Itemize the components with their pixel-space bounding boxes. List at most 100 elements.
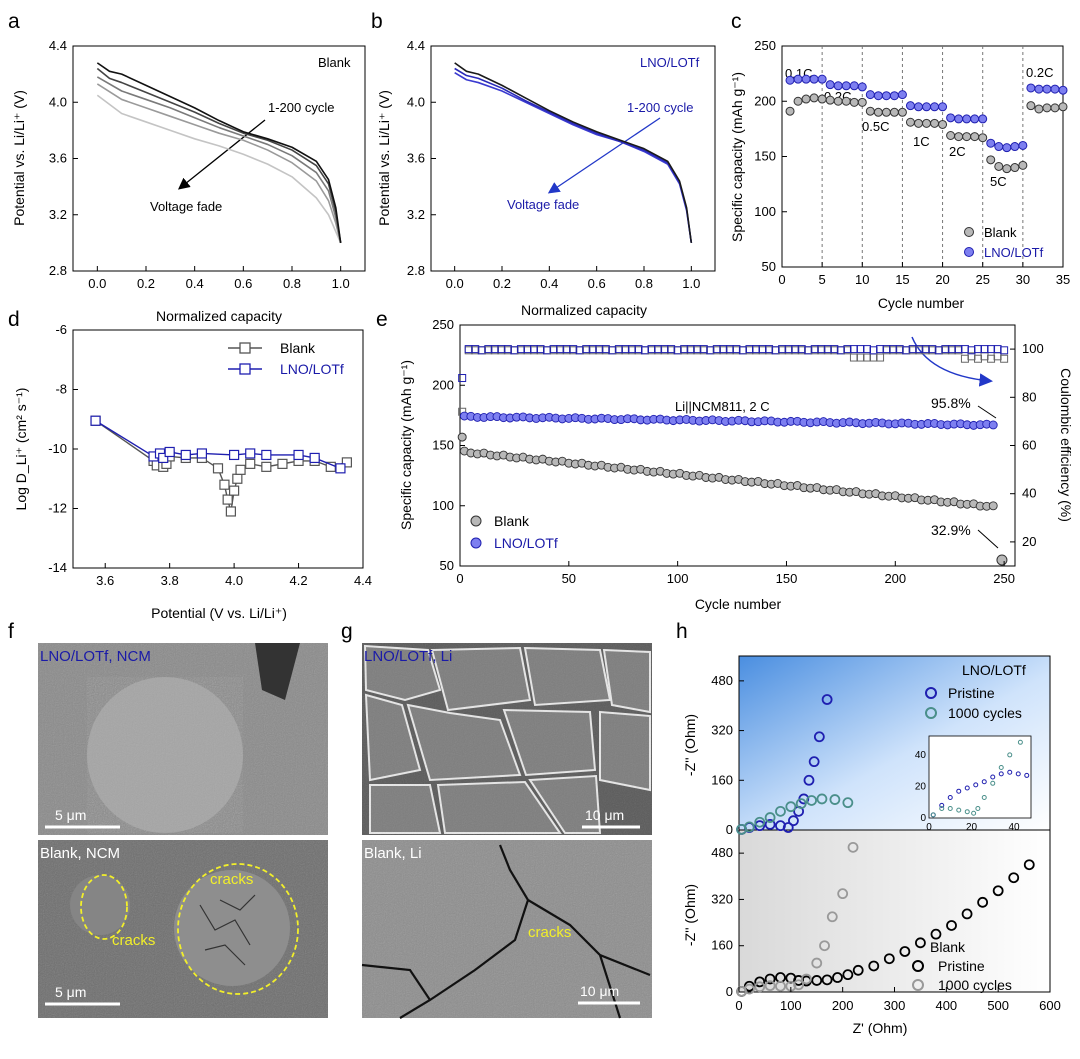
- point-c-blank-24: [978, 133, 988, 143]
- point-h-lno-cycled-6: [795, 798, 807, 809]
- panel-b-xlabel: Normalized capacity: [521, 302, 647, 318]
- ce-blank-220: [934, 346, 943, 355]
- x-tick-label-1: 0.2: [137, 276, 155, 291]
- ce-lno-184: [856, 345, 865, 354]
- panel-c-xlabel: Cycle number: [878, 295, 965, 311]
- point-h-blank-pristine-22: [1008, 872, 1020, 884]
- ce-lno-25: [510, 346, 519, 355]
- scale-f-bottom-label: 5 μm: [55, 984, 86, 1000]
- legend-d-lno-marker: [239, 363, 251, 375]
- y-tick-label-1: -12: [48, 501, 67, 516]
- panel-a-ylabel: Potential vs. Li/Li⁺ (V): [11, 90, 27, 226]
- ce-blank-145: [771, 346, 780, 355]
- ce-blank-232: [960, 354, 969, 363]
- curve-a-cycle-50: [96, 67, 342, 243]
- x-tick-label-2: 10: [855, 272, 869, 287]
- point-c-lno-28: [1010, 142, 1020, 152]
- ce-lno-250: [1000, 346, 1009, 355]
- legend-d-blank: Blank: [280, 340, 316, 356]
- panel-b-fade-arrow: [547, 117, 661, 194]
- panel-e-condition: Li||NCM811, 2 C: [675, 399, 770, 414]
- point-c-lno-16: [913, 102, 923, 112]
- inset-pristine-11: [1024, 772, 1030, 778]
- x-tick-label-3: 4.2: [290, 573, 308, 588]
- point-d-lno-10: [293, 449, 304, 461]
- point-d-blank-11: [225, 506, 236, 517]
- panel-e-retention-lno: 95.8%: [931, 395, 971, 411]
- panel-g-sem: LNO/LOTf, Li 10 μm cracks Blank, Li 10 μ…: [361, 643, 652, 1019]
- point-d-blank-9: [219, 479, 230, 490]
- point-h-lno-pristine-9: [803, 774, 815, 786]
- x-tick-label-4: 20: [935, 272, 949, 287]
- inset-cycled-1: [939, 806, 945, 812]
- cracks-label-2: cracks: [112, 932, 155, 949]
- point-h-lno-cycled-4: [775, 805, 786, 817]
- inset-cycled-3: [956, 807, 962, 813]
- point-c-blank-21: [954, 132, 964, 142]
- ce-blank-184: [856, 353, 865, 362]
- point-c-blank-25: [986, 155, 996, 165]
- ce-blank-181: [849, 353, 858, 362]
- point-h-blank-pristine-2: [754, 976, 766, 988]
- point-h-blank-cycled-6: [793, 979, 805, 991]
- panel-b-letter: b: [371, 10, 383, 33]
- x-tick-label-1: 50: [562, 571, 576, 586]
- panel-h-ylabel-bottom: -Z'' (Ohm): [682, 884, 698, 946]
- x-tick-label-1: 3.8: [161, 573, 179, 588]
- x-tick-label-2: 100: [667, 571, 689, 586]
- point-c-lno-25: [986, 138, 996, 148]
- rate-label-3: 1C: [913, 134, 930, 149]
- y-tick-label-4: -6: [55, 322, 67, 337]
- panel-d-ylabel: Log D_Li⁺ (cm² s⁻¹): [13, 388, 29, 511]
- point-h-blank-cycled-12: [847, 841, 859, 853]
- x-tick-label-2: 4.0: [225, 573, 243, 588]
- ce-lno-145: [771, 346, 780, 355]
- point-h-lno-cycled-7: [806, 795, 817, 806]
- point-h-blank-cycled-7: [800, 973, 812, 985]
- h-x-tick-label-5: 500: [987, 998, 1009, 1013]
- point-h-blank-cycled-1: [743, 983, 755, 995]
- panel-e-y2label: Coulombic efficiency (%): [1058, 368, 1074, 522]
- point-h-blank-pristine-12: [852, 964, 864, 976]
- y-tick-label-4: 250: [432, 317, 454, 332]
- legend-h-blank-cycled-marker: [912, 979, 924, 991]
- x-tick-label-5: 250: [993, 571, 1015, 586]
- curve-b-cycle-1: [454, 62, 693, 243]
- y2-tick-label-4: 100: [1022, 341, 1044, 356]
- rate-label-2: 0.5C: [862, 119, 889, 134]
- point-c-lno-1: [793, 74, 803, 84]
- ce-blank-175: [836, 346, 845, 355]
- panel-f-sem: LNO/LOTf, NCM 5 μm cracks cracks Blank, …: [38, 643, 328, 1018]
- legend-e-blank: Blank: [494, 513, 530, 529]
- inset-cycled-6: [975, 806, 981, 812]
- rate-label-6: 0.2C: [1026, 65, 1053, 80]
- point-c-blank-16: [913, 118, 923, 128]
- panel-e-leader-lno: [977, 405, 997, 419]
- point-c-lno-21: [954, 114, 964, 124]
- y-tick-label-3: 200: [432, 377, 454, 392]
- point-h-blank-pristine-9: [821, 974, 833, 986]
- point-d-blank-15: [245, 458, 256, 469]
- point-c-blank-20: [946, 131, 956, 141]
- point-c-lno-9: [857, 82, 867, 92]
- x-tick-label-0: 0.0: [446, 276, 464, 291]
- panel-e-xlabel: Cycle number: [695, 596, 782, 612]
- y-tick-label-0: 50: [762, 259, 776, 274]
- inset-pristine-9: [1007, 769, 1013, 775]
- point-c-blank-34: [1058, 102, 1068, 112]
- point-d-lno-4: [164, 446, 175, 458]
- sem-g-top-label: LNO/LOTf, Li: [364, 648, 452, 665]
- point-c-lno-20: [946, 113, 956, 123]
- point-c-blank-12: [881, 107, 891, 117]
- point-h-lno-pristine-2: [754, 820, 766, 832]
- h-x-tick-label-4: 400: [935, 998, 957, 1013]
- point-h-blank-cycled-3: [764, 980, 776, 992]
- point-c-blank-31: [1034, 104, 1044, 114]
- x-tick-label-6: 30: [1016, 272, 1030, 287]
- point-c-lno-10: [865, 90, 875, 100]
- ce-blank-40: [543, 346, 552, 355]
- point-h-blank-pristine-16: [915, 937, 926, 949]
- panel-f-letter: f: [8, 620, 14, 643]
- ce-lno-238: [974, 345, 982, 354]
- point-h-lno-cycled-5: [785, 801, 797, 813]
